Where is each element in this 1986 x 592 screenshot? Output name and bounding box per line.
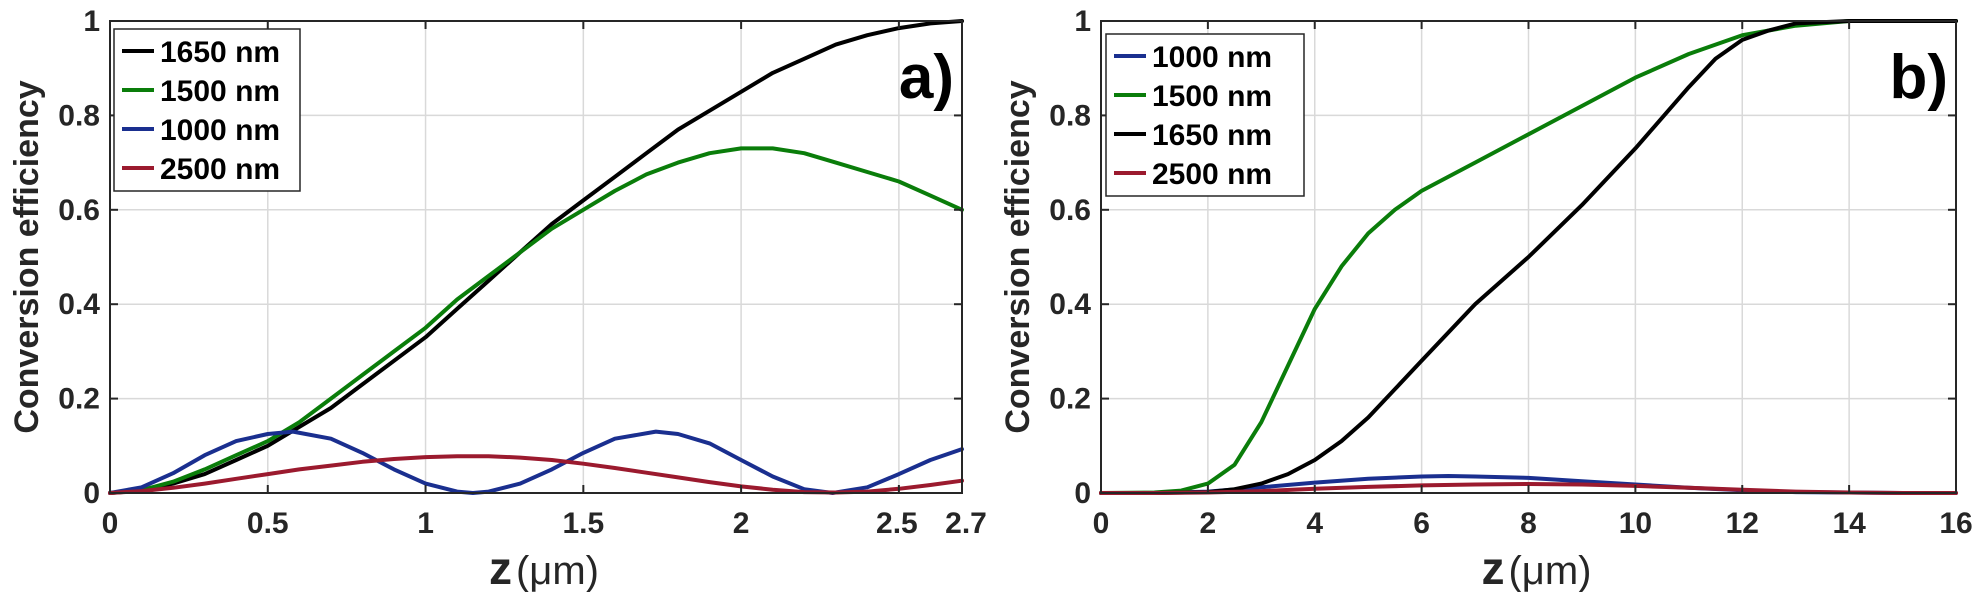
x-axis-label-variable: z [1481, 542, 1504, 592]
series-group [108, 19, 964, 495]
y-axis-label: Conversion efficiency [999, 80, 1037, 433]
x-tick-label: 1.5 [562, 507, 604, 540]
x-tick-label: 1 [417, 507, 434, 540]
legend-entry-label: 1650 nm [160, 36, 280, 69]
y-tick-label: 0.8 [58, 99, 100, 132]
axes-box [109, 20, 963, 494]
x-axis-label-unit: (μm) [516, 549, 599, 592]
x-axis-label: z (μm) [1481, 542, 1591, 592]
x-tick-label: 16 [1939, 507, 1972, 540]
x-tick-label: 0.5 [247, 507, 289, 540]
y-tick-label: 0.6 [58, 194, 100, 227]
x-tick-label: 6 [1413, 507, 1430, 540]
legend-entry-label: 1500 nm [160, 75, 280, 108]
x-axis-label-unit: (μm) [1508, 549, 1591, 592]
y-tick-label: 0 [83, 477, 100, 510]
x-axis-label: z (μm) [489, 542, 599, 592]
panel-label: b) [1889, 43, 1948, 112]
series-line-2500-nm [1099, 482, 1958, 495]
legend: 1650 nm 1500 nm 1000 nm 2500 nm [113, 28, 301, 192]
y-tick-label: 0.2 [1049, 383, 1091, 416]
x-tick-label: 2.7 [945, 507, 987, 540]
legend: 1000 nm 1500 nm 1650 nm 2500 nm [1105, 33, 1305, 197]
y-tick-label: 0.4 [1049, 288, 1091, 321]
x-tick-label: 4 [1306, 507, 1323, 540]
legend-box [113, 28, 301, 192]
y-tick-label: 0.4 [58, 288, 100, 321]
x-tick-label: 14 [1832, 507, 1866, 540]
legend-box [1105, 33, 1305, 197]
legend-entry-label: 2500 nm [160, 153, 280, 186]
series-line-1650-nm [1099, 19, 1958, 495]
x-tick-label: 2.5 [876, 507, 918, 540]
x-tick-label: 0 [1093, 507, 1110, 540]
legend-entry-label: 1500 nm [1152, 80, 1272, 113]
chart-panel-a: 0 0.5 1 1.5 2 2.5 2.7 0 0.2 0.4 0.6 0.8 1 Conversion … [8, 5, 987, 592]
legend-entry-label: 1650 nm [1152, 119, 1272, 152]
y-axis-label: Conversion efficiency [8, 80, 46, 433]
x-axis-label-variable: z [489, 542, 512, 592]
y-tick-label: 0.2 [58, 383, 100, 416]
y-tick-label: 0 [1074, 477, 1091, 510]
x-tick-label: 8 [1520, 507, 1537, 540]
x-tick-label: 10 [1619, 507, 1652, 540]
x-tick-label: 0 [102, 507, 119, 540]
x-tick-label: 12 [1726, 507, 1759, 540]
y-tick-label: 0.8 [1049, 99, 1091, 132]
legend-entry-label: 1000 nm [1152, 41, 1272, 74]
legend-entry-label: 1000 nm [160, 114, 280, 147]
y-tick-label: 0.6 [1049, 194, 1091, 227]
x-tick-label: 2 [1200, 507, 1217, 540]
series-line-1500-nm [108, 146, 964, 495]
y-tick-label: 1 [83, 5, 100, 38]
x-tick-label: 2 [733, 507, 750, 540]
legend-entry-label: 2500 nm [1152, 158, 1272, 191]
y-tick-label: 1 [1074, 5, 1091, 38]
chart-panel-b: 0 2 4 6 8 10 12 14 16 0 0.2 0.4 0.6 0.8 1 Conversion ef… [999, 5, 1973, 592]
panel-label: a) [899, 43, 954, 112]
